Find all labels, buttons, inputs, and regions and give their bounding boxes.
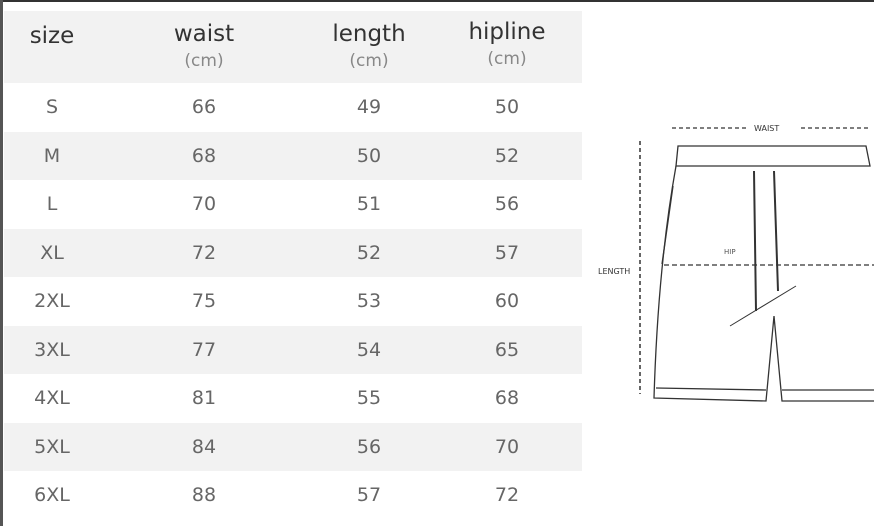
- top-border: [0, 0, 874, 2]
- header-label: length: [332, 21, 406, 47]
- size-cell: 3XL: [34, 338, 70, 361]
- hipline-cell: 52: [494, 144, 520, 167]
- length-cell: 49: [356, 96, 382, 119]
- hipline-cell: 65: [494, 338, 520, 361]
- left-border: [0, 0, 3, 526]
- waist-cell: 70: [191, 193, 217, 216]
- hipline-cell: 72: [494, 484, 520, 507]
- header-label: hipline: [468, 19, 546, 45]
- header-unit: (cm): [184, 51, 224, 71]
- waist-cell: 75: [191, 290, 217, 313]
- length-cell: 56: [356, 435, 382, 458]
- length-cell: 51: [356, 193, 382, 216]
- table-row: M 68 50 52: [4, 131, 582, 180]
- header-label: size: [29, 23, 75, 49]
- size-cell: 4XL: [34, 387, 70, 410]
- waist-cell: 72: [191, 241, 217, 264]
- waist-cell: 81: [191, 387, 217, 410]
- header-size: size: [14, 23, 90, 49]
- hipline-cell: 68: [494, 387, 520, 410]
- header-unit: (cm): [349, 51, 389, 71]
- table-header: size waist (cm) length (cm) hipline (cm): [4, 11, 582, 83]
- length-label: LENGTH: [598, 267, 630, 276]
- waist-label: WAIST: [754, 124, 779, 133]
- length-cell: 52: [356, 241, 382, 264]
- length-cell: 57: [356, 484, 382, 507]
- waist-cell: 66: [191, 96, 217, 119]
- hipline-cell: 60: [494, 290, 520, 313]
- hipline-cell: 50: [494, 96, 520, 119]
- table-row: XL 72 52 57: [4, 228, 582, 277]
- size-cell: S: [45, 96, 59, 119]
- shorts-outline: [653, 145, 874, 402]
- hip-label: HIP: [724, 248, 736, 256]
- length-cell: 54: [356, 338, 382, 361]
- hipline-cell: 70: [494, 435, 520, 458]
- length-cell: 55: [356, 387, 382, 410]
- size-cell: 6XL: [34, 484, 70, 507]
- waist-cell: 88: [191, 484, 217, 507]
- table-row: 6XL 88 57 72: [4, 471, 582, 520]
- size-cell: XL: [40, 241, 64, 264]
- hipline-cell: 57: [494, 241, 520, 264]
- table-row: S 66 49 50: [4, 83, 582, 132]
- size-cell: 5XL: [34, 435, 70, 458]
- waist-cell: 77: [191, 338, 217, 361]
- header-length: length (cm): [309, 21, 429, 71]
- length-cell: 53: [356, 290, 382, 313]
- waist-cell: 68: [191, 144, 217, 167]
- header-waist: waist (cm): [144, 21, 264, 71]
- table-row: 4XL 81 55 68: [4, 374, 582, 423]
- waist-cell: 84: [191, 435, 217, 458]
- table-row: 3XL 77 54 65: [4, 325, 582, 374]
- header-unit: (cm): [487, 49, 527, 69]
- size-cell: M: [43, 144, 61, 167]
- size-cell: 2XL: [34, 290, 70, 313]
- size-chart-table: size waist (cm) length (cm) hipline (cm) S 6…: [4, 11, 582, 520]
- size-cell: L: [46, 193, 58, 216]
- table-row: L 70 51 56: [4, 180, 582, 229]
- hipline-cell: 56: [494, 193, 520, 216]
- header-label: waist: [173, 21, 235, 47]
- header-hipline: hipline (cm): [447, 19, 567, 69]
- table-row: 2XL 75 53 60: [4, 277, 582, 326]
- length-cell: 50: [356, 144, 382, 167]
- shorts-measurement-diagram: WAIST LENGTH HIP: [598, 124, 874, 402]
- table-row: 5XL 84 56 70: [4, 422, 582, 471]
